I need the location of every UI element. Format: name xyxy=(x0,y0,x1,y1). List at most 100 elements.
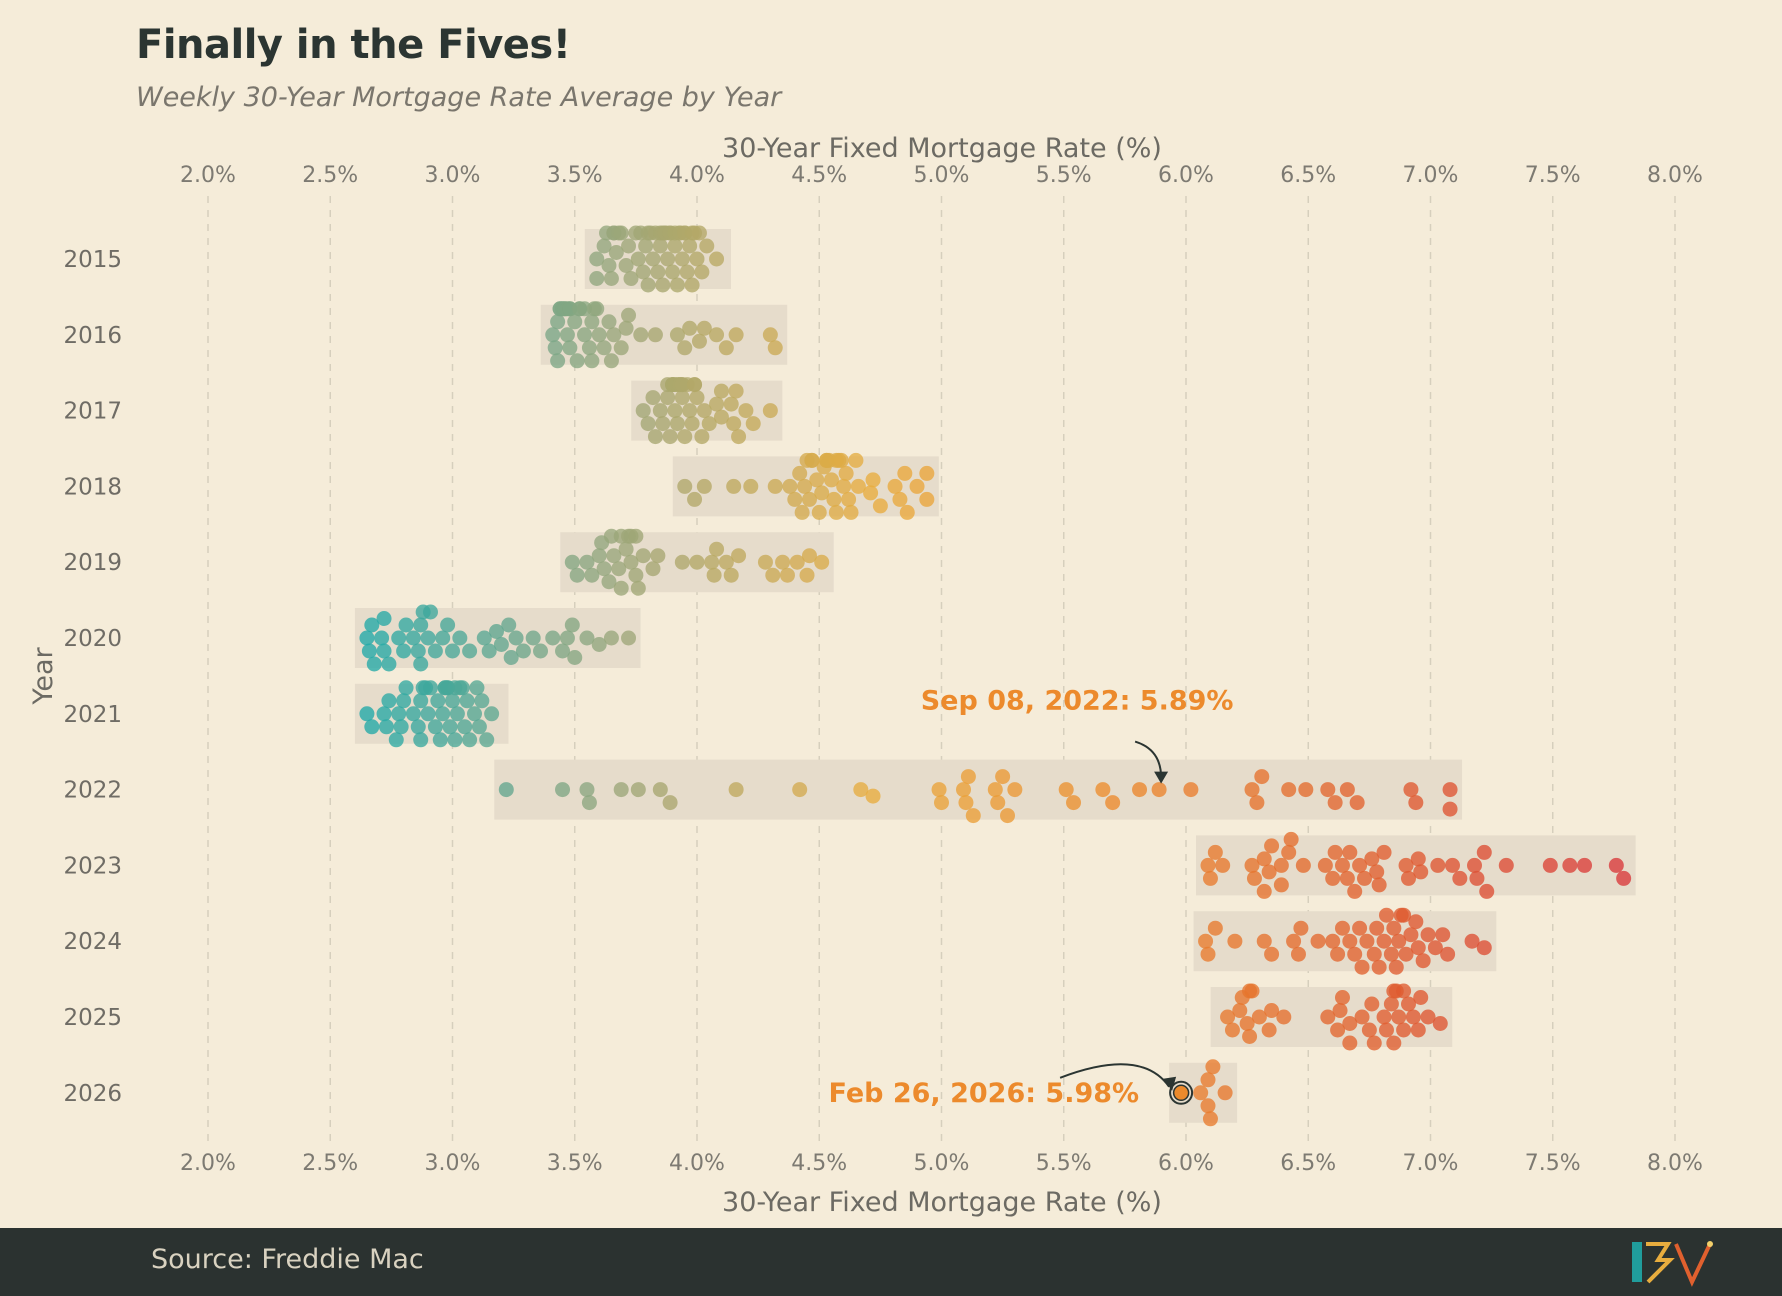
data-point xyxy=(853,782,869,798)
data-point xyxy=(826,491,842,507)
data-point xyxy=(405,630,421,646)
data-point xyxy=(934,795,949,811)
data-point xyxy=(655,277,671,293)
data-point xyxy=(638,238,654,254)
data-point xyxy=(887,478,903,494)
data-point xyxy=(1498,857,1514,873)
data-point xyxy=(635,548,651,564)
data-point xyxy=(1352,857,1368,873)
data-point xyxy=(591,637,607,652)
data-point xyxy=(449,706,465,722)
data-point xyxy=(391,706,407,722)
data-point xyxy=(677,340,693,356)
data-point xyxy=(687,491,703,507)
data-point xyxy=(1242,1029,1258,1044)
data-point xyxy=(689,251,705,267)
data-point xyxy=(1000,808,1016,824)
x-tick-label: 5.5% xyxy=(1036,163,1092,188)
data-point xyxy=(897,465,913,481)
data-point xyxy=(525,630,541,646)
data-point xyxy=(1066,795,1082,811)
data-point xyxy=(956,782,972,798)
data-point xyxy=(811,504,827,520)
data-point xyxy=(892,491,908,507)
data-point xyxy=(501,617,517,633)
data-point xyxy=(655,416,671,432)
data-point xyxy=(579,782,595,798)
data-point xyxy=(682,320,698,336)
data-point xyxy=(564,554,580,570)
data-point xyxy=(1325,933,1341,949)
data-point xyxy=(396,693,412,709)
data-point xyxy=(427,643,443,659)
data-point xyxy=(779,567,795,583)
data-point xyxy=(413,732,429,748)
data-point xyxy=(484,706,500,722)
data-point xyxy=(1330,1022,1346,1038)
data-point xyxy=(422,604,438,620)
data-point xyxy=(550,314,566,330)
data-point xyxy=(474,693,490,709)
data-point xyxy=(674,251,690,267)
x-tick-label: 5.5% xyxy=(1036,1151,1092,1176)
data-point xyxy=(1398,946,1414,962)
data-point xyxy=(684,277,700,293)
data-point xyxy=(1224,1022,1240,1038)
data-point xyxy=(1330,946,1346,962)
data-point xyxy=(1364,851,1380,867)
data-point xyxy=(1376,933,1392,949)
data-point xyxy=(591,548,607,564)
y-tick-label: 2023 xyxy=(63,853,122,879)
y-tick-label: 2020 xyxy=(63,626,122,652)
data-point xyxy=(1435,927,1451,943)
annotation-arrowhead xyxy=(1163,1076,1177,1091)
y-tick-label: 2021 xyxy=(63,702,122,728)
data-point xyxy=(1400,870,1416,886)
data-point xyxy=(728,327,744,343)
data-point xyxy=(1207,920,1223,936)
data-point xyxy=(596,238,612,254)
data-point xyxy=(613,782,629,798)
data-point xyxy=(1430,857,1446,873)
data-point xyxy=(503,650,519,665)
data-point xyxy=(1334,920,1350,936)
data-point xyxy=(863,485,879,501)
y-tick-label: 2019 xyxy=(63,550,122,576)
data-point xyxy=(1286,933,1302,949)
data-point xyxy=(1349,795,1365,811)
data-point xyxy=(1332,1003,1348,1018)
data-point xyxy=(1562,857,1578,873)
data-point xyxy=(1239,1016,1255,1031)
data-point xyxy=(709,327,725,343)
data-point xyxy=(667,403,683,419)
y-tick-label: 2016 xyxy=(63,323,122,349)
data-point xyxy=(1356,870,1372,886)
data-point xyxy=(765,567,781,583)
data-point xyxy=(662,429,678,445)
data-point xyxy=(376,643,392,659)
data-point xyxy=(665,264,681,280)
data-point xyxy=(1273,857,1289,873)
footer-bar: Source: Freddie Mac xyxy=(0,1228,1782,1296)
data-point xyxy=(1378,907,1394,923)
data-point xyxy=(591,327,607,343)
data-point xyxy=(1202,870,1218,886)
data-point xyxy=(584,353,600,369)
data-point xyxy=(767,340,783,356)
data-point xyxy=(965,808,981,824)
data-point xyxy=(909,478,925,494)
data-point xyxy=(445,643,460,659)
data-point xyxy=(1616,870,1632,886)
data-point xyxy=(606,327,622,343)
data-point xyxy=(508,630,524,646)
data-point xyxy=(640,277,656,293)
data-point xyxy=(850,478,866,494)
data-point xyxy=(990,795,1006,811)
data-point xyxy=(728,383,744,399)
data-point xyxy=(828,504,844,520)
data-point xyxy=(427,719,443,735)
data-point xyxy=(645,390,661,406)
data-point xyxy=(709,541,725,557)
data-point xyxy=(1217,1085,1233,1101)
data-point xyxy=(1200,1098,1216,1114)
